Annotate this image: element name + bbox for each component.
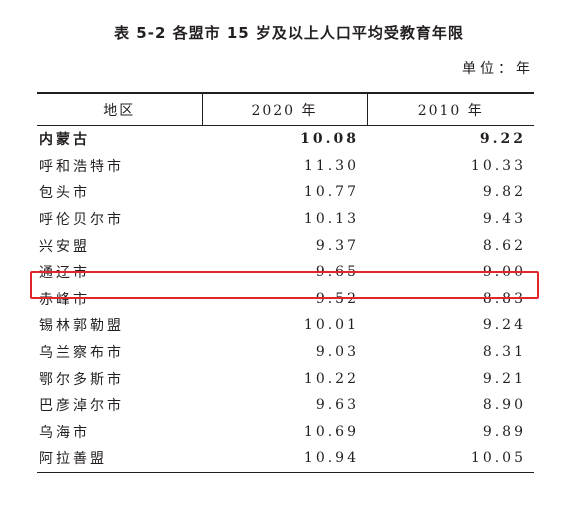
table-row: 巴彦淖尔市 9.63 8.90 [37, 392, 534, 419]
value-2010-cell: 9.00 [482, 264, 526, 281]
table-row: 兴安盟 9.37 8.62 [37, 232, 534, 259]
value-2010-cell: 10.05 [367, 445, 534, 473]
value-2010-cell: 8.62 [482, 237, 526, 254]
value-2020-cell: 9.63 [315, 397, 359, 414]
value-2020-cell: 10.08 [300, 131, 359, 148]
table-row: 鄂尔多斯市 10.22 9.21 [37, 365, 534, 392]
region-cell: 内蒙古 [39, 132, 90, 149]
table-row: 锡林郭勒盟 10.01 9.24 [37, 312, 534, 339]
region-cell: 巴彦淖尔市 [39, 398, 124, 415]
region-cell: 兴安盟 [39, 238, 90, 255]
value-2020-cell: 9.37 [315, 237, 359, 254]
table-row: 呼伦贝尔市 10.13 9.43 [37, 206, 534, 233]
header-2020: 2020 年 [201, 92, 367, 126]
value-2020-cell: 10.77 [303, 184, 359, 201]
unit-label: 单位：年 [462, 61, 534, 77]
region-cell: 赤峰市 [39, 291, 90, 308]
education-years-table: 地区 2020 年 2010 年 内蒙古 10.08 9.22 呼和浩特市 11.30 1… [37, 92, 534, 473]
region-cell: 乌海市 [39, 424, 90, 441]
table-row: 通辽市 9.65 9.00 [37, 259, 534, 286]
value-2010-cell: 8.83 [482, 290, 526, 307]
value-2020-cell: 10.69 [303, 423, 359, 440]
value-2010-cell: 9.43 [482, 211, 526, 228]
table-row: 赤峰市 9.52 8.83 [37, 286, 534, 313]
region-cell: 乌兰察布市 [39, 345, 124, 362]
value-2020-cell: 9.52 [315, 290, 359, 307]
table-row: 乌兰察布市 9.03 8.31 [37, 339, 534, 366]
table-title: 表 5-2 各盟市 15 岁及以上人口平均受教育年限 [114, 24, 464, 42]
value-2010-cell: 9.21 [482, 370, 526, 387]
region-cell: 锡林郭勒盟 [39, 318, 124, 335]
region-cell: 包头市 [39, 185, 90, 202]
value-2010-cell: 8.31 [482, 344, 526, 361]
table-row: 乌海市 10.69 9.89 [37, 419, 534, 446]
region-cell: 呼和浩特市 [39, 158, 124, 175]
value-2010-cell: 8.90 [482, 397, 526, 414]
table-row: 呼和浩特市 11.30 10.33 [37, 153, 534, 180]
region-cell: 通辽市 [39, 265, 90, 282]
table-body: 内蒙古 10.08 9.22 呼和浩特市 11.30 10.33 包头市 10.77 9.82 呼… [37, 126, 534, 473]
value-2010-cell: 9.82 [482, 184, 526, 201]
value-2020-cell: 11.30 [303, 157, 359, 174]
region-cell: 阿拉善盟 [37, 445, 202, 473]
header-region: 地区 [37, 92, 202, 126]
table-row: 阿拉善盟 10.94 10.05 [37, 445, 534, 473]
value-2020-cell: 10.01 [303, 317, 359, 334]
table-header-row: 地区 2020 年 2010 年 [37, 92, 534, 126]
value-2010-cell: 10.33 [470, 157, 526, 174]
region-cell: 呼伦贝尔市 [39, 212, 124, 229]
table-row: 包头市 10.77 9.82 [37, 179, 534, 206]
header-2010: 2010 年 [366, 92, 534, 126]
value-2020-cell: 10.13 [303, 211, 359, 228]
value-2020-cell: 9.65 [315, 264, 359, 281]
value-2010-cell: 9.24 [482, 317, 526, 334]
value-2020-cell: 9.03 [315, 344, 359, 361]
value-2020-cell: 10.22 [303, 370, 359, 387]
value-2020-cell: 10.94 [202, 445, 367, 473]
value-2010-cell: 9.22 [479, 131, 526, 148]
region-cell: 鄂尔多斯市 [39, 371, 124, 388]
value-2010-cell: 9.89 [482, 423, 526, 440]
table-row: 内蒙古 10.08 9.22 [37, 126, 534, 153]
